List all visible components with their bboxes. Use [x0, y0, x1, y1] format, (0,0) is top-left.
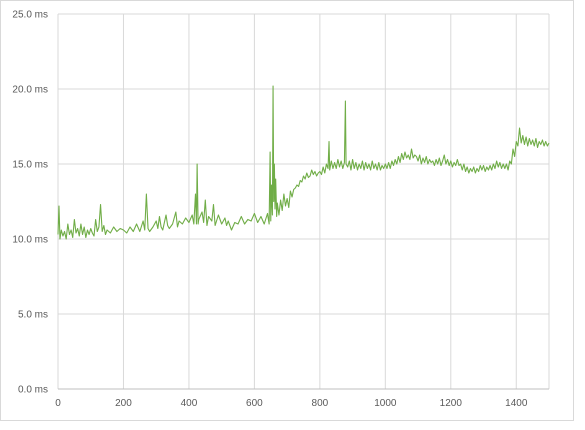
series-layer — [57, 85, 550, 240]
y-tick-label: 0.0 ms — [18, 385, 48, 396]
tick-labels: 0.0 ms 5.0 ms 10.0 ms 15.0 ms 20.0 ms 25.0 ms… — [12, 10, 527, 410]
gridlines — [57, 13, 550, 389]
y-tick-label: 25.0 ms — [12, 10, 48, 21]
x-tick-label: 200 — [115, 398, 132, 409]
x-tick-label: 0 — [55, 398, 61, 409]
y-tick-label: 5.0 ms — [18, 310, 48, 321]
x-tick-label: 1400 — [505, 398, 528, 409]
chart-frame — [0, 0, 574, 421]
x-tick-label: 1000 — [374, 398, 397, 409]
x-tick-label: 400 — [181, 398, 198, 409]
y-tick-label: 10.0 ms — [12, 235, 48, 246]
x-tick-label: 800 — [312, 398, 329, 409]
series-line-0 — [57, 85, 550, 240]
y-tick-label: 15.0 ms — [12, 160, 48, 171]
y-tick-label: 20.0 ms — [12, 85, 48, 96]
x-tick-label: 1200 — [440, 398, 463, 409]
x-tick-label: 600 — [246, 398, 263, 409]
